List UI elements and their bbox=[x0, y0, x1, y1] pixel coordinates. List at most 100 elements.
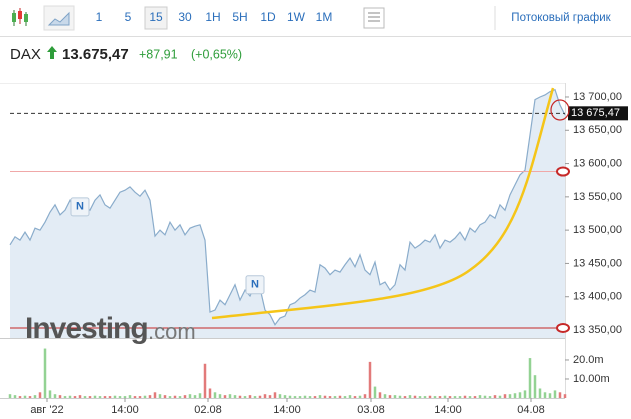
volume-bar bbox=[68, 395, 72, 398]
volume-bar bbox=[548, 393, 552, 398]
volume-bar bbox=[148, 395, 152, 398]
quote-header: DAX 13.675,47 +87,91 (+0,65%) bbox=[10, 46, 242, 63]
volume-bar bbox=[428, 395, 432, 398]
volume-bar bbox=[278, 394, 282, 398]
y-tick-label: 13 550,00 bbox=[573, 191, 622, 203]
volume-bar bbox=[418, 396, 422, 398]
y-tick-label: 13 500,00 bbox=[573, 224, 622, 236]
volume-bar bbox=[468, 396, 472, 398]
interval-button[interactable]: 15 bbox=[149, 10, 163, 24]
volume-bar bbox=[343, 396, 347, 398]
interval-button[interactable]: 5H bbox=[232, 10, 247, 24]
volume-bar bbox=[73, 396, 77, 398]
level-handle bbox=[556, 166, 570, 177]
volume-bar bbox=[248, 395, 252, 398]
volume-bar bbox=[18, 396, 22, 398]
volume-bar bbox=[333, 396, 337, 398]
interval-button[interactable]: 1H bbox=[205, 10, 220, 24]
volume-bar bbox=[398, 395, 402, 398]
volume-bar bbox=[313, 396, 317, 398]
volume-bar bbox=[308, 396, 312, 398]
volume-bar bbox=[293, 396, 297, 398]
volume-bar bbox=[433, 396, 437, 398]
volume-bar bbox=[523, 390, 527, 398]
volume-bar bbox=[93, 395, 97, 398]
volume-bar bbox=[218, 394, 222, 398]
volume-bar bbox=[13, 395, 17, 398]
y-tick-label: 13 700,00 bbox=[573, 91, 622, 103]
settings-icon-lines bbox=[368, 12, 380, 22]
volume-bar bbox=[268, 395, 272, 398]
plot-area: 13 350,00 13 400,00 13 450,00 13 500,00 13 5… bbox=[0, 83, 628, 416]
watermark-brand: Investing bbox=[25, 312, 148, 345]
volume-bar bbox=[423, 396, 427, 398]
volume-bar bbox=[318, 395, 322, 398]
change-percent: (+0,65%) bbox=[191, 47, 242, 61]
volume-bar bbox=[228, 394, 232, 398]
volume-bar bbox=[538, 388, 542, 398]
volume-bar bbox=[103, 396, 107, 398]
settings-icon[interactable] bbox=[363, 7, 385, 29]
news-flag-label: N bbox=[251, 279, 259, 291]
volume-bar bbox=[243, 396, 247, 398]
volume-bar bbox=[8, 394, 12, 398]
volume-bar bbox=[168, 396, 172, 398]
volume-bar bbox=[158, 394, 162, 398]
toolbar: 1 5 15 30 1H 5H 1D 1W 1M Потоковый график bbox=[0, 5, 631, 37]
volume-bar bbox=[238, 395, 242, 398]
interval-button[interactable]: 1M bbox=[316, 10, 333, 24]
interval-button[interactable]: 5 bbox=[125, 10, 132, 24]
volume-bar bbox=[88, 396, 92, 398]
volume-bar bbox=[138, 396, 142, 398]
y-tick-label: 13 600,00 bbox=[573, 157, 622, 169]
volume-bar bbox=[188, 394, 192, 398]
volume-bar bbox=[58, 395, 62, 398]
volume-tick-label: 20.0m bbox=[573, 354, 604, 366]
volume-bar bbox=[28, 396, 32, 398]
news-flag[interactable] bbox=[70, 197, 90, 217]
news-flag[interactable] bbox=[245, 275, 265, 295]
interval-button[interactable]: 1W bbox=[287, 10, 306, 24]
volume-bar bbox=[128, 395, 132, 398]
volume-bar bbox=[518, 392, 522, 398]
volume-bar bbox=[123, 396, 127, 398]
volume-bar bbox=[33, 395, 37, 398]
stream-chart-link[interactable]: Потоковый график bbox=[511, 12, 611, 24]
volume-bar bbox=[303, 395, 307, 398]
price: 13.675,47 bbox=[62, 46, 129, 63]
volume-bar bbox=[483, 395, 487, 398]
volume-bar bbox=[208, 388, 212, 398]
volume-bar bbox=[508, 394, 512, 398]
x-tick-label: 03.08 bbox=[357, 404, 385, 416]
volume-bar bbox=[533, 375, 537, 398]
x-tick-label: 02.08 bbox=[194, 404, 222, 416]
y-tick-label: 13 450,00 bbox=[573, 257, 622, 269]
last-price-label: 13 675,47 bbox=[571, 107, 620, 119]
volume-bar bbox=[118, 396, 122, 398]
interval-button[interactable]: 1D bbox=[260, 10, 276, 24]
volume-bar bbox=[143, 395, 147, 398]
volume-bar bbox=[183, 395, 187, 398]
volume-bar bbox=[403, 396, 407, 398]
interval-button[interactable]: 1 bbox=[96, 10, 103, 24]
volume-bar bbox=[543, 392, 547, 398]
volume-bar bbox=[283, 395, 287, 398]
news-flag-label: N bbox=[76, 201, 84, 213]
volume-bar bbox=[78, 395, 82, 398]
interval-button[interactable]: 30 bbox=[178, 10, 192, 24]
volume-bar bbox=[373, 386, 377, 398]
x-tick-label: 14:00 bbox=[434, 404, 462, 416]
volume-bar bbox=[358, 395, 362, 398]
candle-icon[interactable] bbox=[12, 8, 28, 26]
volume-bar bbox=[493, 395, 497, 398]
last-price-box bbox=[568, 106, 628, 121]
trend-drawing bbox=[211, 87, 555, 320]
volume-bar bbox=[553, 390, 557, 398]
symbol: DAX bbox=[10, 46, 41, 63]
volume-bar bbox=[258, 395, 262, 398]
volume-bar bbox=[478, 395, 482, 398]
volume-bar bbox=[63, 396, 67, 398]
volume-bar bbox=[203, 363, 207, 398]
volume-bar bbox=[503, 394, 507, 398]
